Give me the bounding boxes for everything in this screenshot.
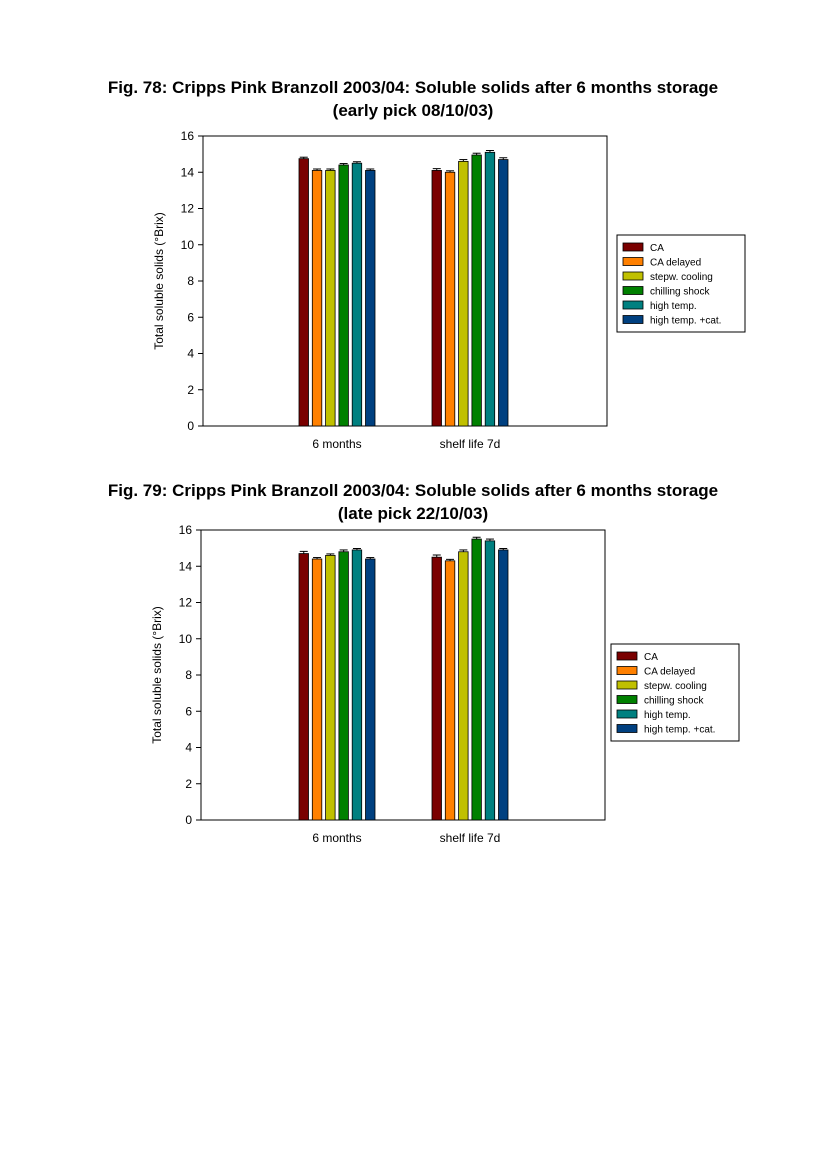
legend-swatch bbox=[616, 680, 638, 690]
legend-swatch bbox=[616, 709, 638, 719]
figure-title-line1: Fig. 79: Cripps Pink Branzoll 2003/04: S… bbox=[107, 481, 719, 500]
y-tick-label: 2 bbox=[185, 777, 192, 791]
bar bbox=[298, 553, 309, 821]
legend-label: CA delayed bbox=[650, 258, 701, 269]
legend-label: high temp. +cat. bbox=[650, 316, 721, 327]
y-tick-label: 12 bbox=[181, 202, 195, 216]
legend-label: CA delayed bbox=[644, 667, 695, 678]
bar bbox=[338, 551, 349, 821]
y-tick-label: 12 bbox=[179, 596, 193, 610]
bar bbox=[325, 554, 336, 821]
y-tick-label: 14 bbox=[179, 559, 193, 573]
y-tick-label: 8 bbox=[187, 274, 194, 288]
legend-label: high temp. bbox=[644, 710, 691, 721]
bar bbox=[471, 538, 482, 821]
legend-label: high temp. +cat. bbox=[644, 725, 715, 736]
figure-title-line2: (early pick 08/10/03) bbox=[332, 101, 494, 120]
y-tick-label: 16 bbox=[179, 523, 193, 537]
x-tick-label: shelf life 7d bbox=[440, 437, 501, 451]
bar bbox=[311, 558, 323, 821]
legend-swatch bbox=[616, 651, 638, 661]
y-tick-label: 0 bbox=[185, 813, 192, 827]
plot-area bbox=[200, 529, 606, 821]
bar bbox=[444, 560, 456, 821]
legend-label: high temp. bbox=[650, 301, 697, 312]
y-tick-label: 8 bbox=[185, 668, 192, 682]
legend-swatch bbox=[622, 300, 644, 310]
y-axis-label: Total soluble solids (°Brix) bbox=[152, 212, 166, 350]
figure-79-title: Fig. 79: Cripps Pink Branzoll 2003/04: S… bbox=[0, 479, 826, 525]
y-tick-label: 16 bbox=[181, 129, 195, 143]
bar bbox=[365, 558, 376, 821]
legend-label: stepw. cooling bbox=[644, 681, 707, 692]
legend-label: CA bbox=[650, 243, 664, 254]
legend-label: chilling shock bbox=[644, 696, 704, 707]
legend-swatch bbox=[622, 315, 644, 324]
y-tick-label: 2 bbox=[187, 383, 194, 397]
y-tick-label: 0 bbox=[187, 419, 194, 433]
y-axis-label: Total soluble solids (°Brix) bbox=[150, 606, 164, 744]
figure-title-line1: Fig. 78: Cripps Pink Branzoll 2003/04: S… bbox=[107, 78, 719, 97]
chart-figure-78: 0 2 4 6 8 10 12 14 16 Total soluble solids (°Brix… bbox=[152, 129, 746, 451]
y-tick-label: 10 bbox=[179, 632, 193, 646]
legend-label: CA bbox=[644, 652, 658, 663]
bar bbox=[484, 540, 496, 821]
y-tick-label: 10 bbox=[181, 238, 195, 252]
chart-figure-79: 0 2 4 6 8 10 12 14 16 Total soluble solids (°Brix… bbox=[150, 523, 740, 845]
y-tick-label: 6 bbox=[185, 704, 192, 718]
y-tick-label: 4 bbox=[185, 741, 192, 755]
figure-78-title: Fig. 78: Cripps Pink Branzoll 2003/04: S… bbox=[0, 76, 826, 122]
y-tick-label: 4 bbox=[187, 347, 194, 361]
y-tick-label: 6 bbox=[187, 310, 194, 324]
legend-swatch bbox=[622, 242, 644, 252]
bar bbox=[458, 551, 469, 821]
legend-swatch bbox=[616, 695, 638, 704]
legend-swatch bbox=[622, 286, 644, 295]
legend-swatch bbox=[622, 257, 644, 266]
legend-swatch bbox=[622, 271, 644, 281]
bar bbox=[351, 549, 363, 821]
bar bbox=[498, 549, 509, 821]
legend-swatch bbox=[616, 724, 638, 733]
legend-label: chilling shock bbox=[650, 287, 710, 298]
x-tick-label: shelf life 7d bbox=[440, 831, 501, 845]
legend-label: stepw. cooling bbox=[650, 272, 713, 283]
y-tick-label: 14 bbox=[181, 165, 195, 179]
x-tick-label: 6 months bbox=[312, 831, 361, 845]
figure-title-line2: (late pick 22/10/03) bbox=[337, 504, 489, 523]
x-tick-label: 6 months bbox=[312, 437, 361, 451]
bar bbox=[431, 556, 442, 821]
legend-swatch bbox=[616, 666, 638, 675]
